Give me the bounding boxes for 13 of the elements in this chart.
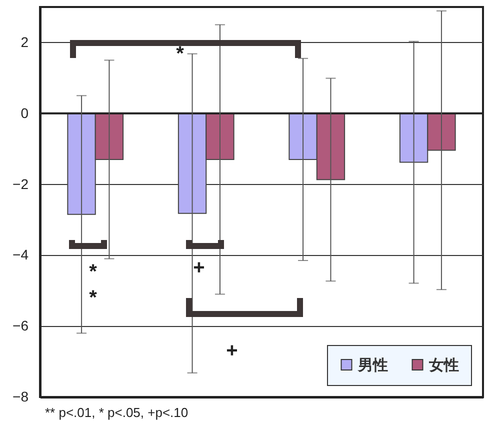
- y-tick-label: −8: [12, 388, 29, 404]
- y-tick-label: 2: [20, 34, 29, 50]
- y-tick-label: −2: [12, 176, 29, 192]
- y-tick-label: −4: [12, 246, 29, 263]
- y-tick-label: 0: [20, 104, 29, 121]
- annotation: **: [89, 261, 98, 309]
- y-tick-label: −6: [12, 318, 29, 334]
- text: ** p<.01, * p<.05, +p<.10: [45, 405, 188, 420]
- legend-label: 女性: [428, 356, 459, 374]
- annotation: *: [176, 43, 184, 65]
- annotation: +: [226, 340, 238, 362]
- annotation: +: [193, 257, 205, 279]
- legend-label: 男性: [357, 356, 388, 374]
